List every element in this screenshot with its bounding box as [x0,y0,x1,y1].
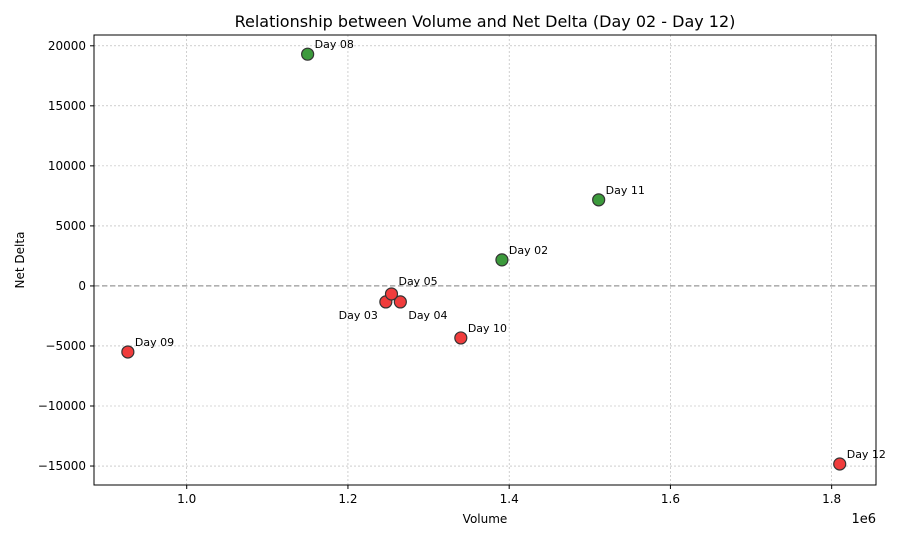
y-tick-label: 10000 [48,159,86,173]
x-offset-label: 1e6 [851,512,876,527]
point-label: Day 09 [135,336,174,349]
x-tick-label: 1.2 [338,492,357,506]
x-tick-label: 1.4 [500,492,519,506]
data-point [393,295,407,309]
data-point [301,47,315,61]
y-tick-label: −5000 [45,339,86,353]
point-label: Day 12 [847,448,886,461]
x-tick-label: 1.8 [822,492,841,506]
point-label: Day 10 [468,322,507,335]
data-point [495,253,509,267]
y-tick-label: −15000 [38,459,86,473]
data-point [121,345,135,359]
data-point [592,193,606,207]
chart-title: Relationship between Volume and Net Delt… [235,12,736,31]
y-tick-label: 0 [78,279,86,293]
data-point [833,457,847,471]
point-label: Day 03 [339,309,378,322]
point-label: Day 05 [398,275,437,288]
plot-frame [93,34,877,486]
x-tick-label: 1.0 [177,492,196,506]
point-label: Day 02 [509,244,548,257]
point-label: Day 08 [315,38,354,51]
y-tick-label: 5000 [55,219,86,233]
data-points: Day 02 Day 03 Day 04 Day 05 Day 08 Day 09 Day … [121,38,886,471]
point-label: Day 04 [408,309,447,322]
point-label: Day 11 [606,184,645,197]
axis-ticks: 1.0 1.2 1.4 1.6 1.8 −15000 −10000 −5000 0 5000 100… [38,39,841,506]
data-point [384,287,399,301]
y-tick-label: 15000 [48,99,86,113]
y-tick-label: −10000 [38,399,86,413]
grid [94,35,876,485]
data-point [454,331,468,345]
x-axis-label: Volume [463,512,508,526]
y-axis-label: Net Delta [13,232,27,289]
y-tick-label: 20000 [48,39,86,53]
x-tick-label: 1.6 [661,492,680,506]
